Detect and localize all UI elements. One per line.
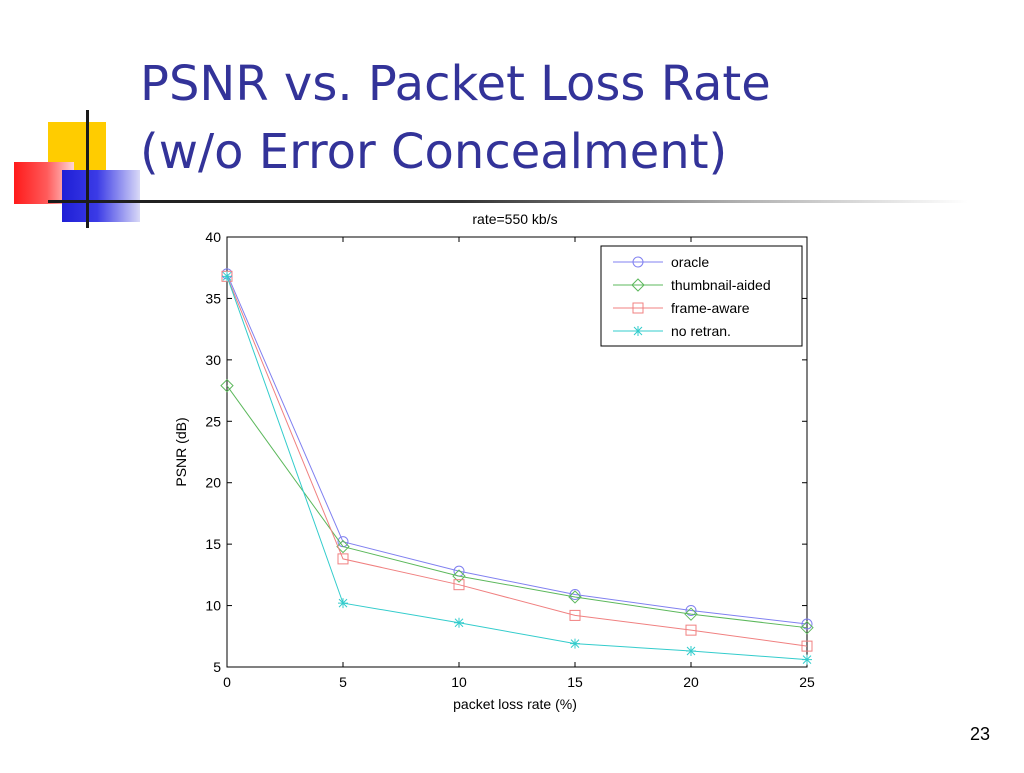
data-point	[453, 579, 465, 591]
legend-box	[600, 245, 803, 347]
decor-blue-square	[62, 170, 140, 222]
x-tick-label: 20	[683, 674, 699, 690]
legend-label: no retran.	[671, 323, 731, 339]
decor-vertical-line	[86, 110, 89, 228]
data-point	[685, 624, 697, 636]
data-point	[685, 604, 697, 616]
legend: oracle thumbnail-aided frame-aware no retra…	[600, 245, 803, 347]
series-line	[226, 273, 808, 625]
chart-title: rate=550 kb/s	[472, 211, 557, 227]
y-tick-label: 20	[205, 475, 221, 491]
decor-horizontal-rule	[48, 200, 968, 203]
series-no-retran	[222, 271, 812, 665]
data-point	[801, 640, 813, 652]
legend-marker	[632, 256, 644, 268]
page-number: 23	[969, 724, 990, 744]
data-point	[568, 590, 582, 604]
data-point	[800, 620, 814, 635]
data-point	[686, 646, 696, 657]
series-line	[226, 276, 808, 647]
x-tick-label: 0	[223, 674, 231, 690]
x-tick-label: 5	[339, 674, 347, 690]
series-layer	[220, 268, 814, 665]
slide-title-line-2: (w/o Error Concealment)	[140, 124, 728, 180]
series-thumbnail-aided	[220, 378, 814, 635]
data-point	[454, 617, 464, 628]
slide-title-line-1: PSNR vs. Packet Loss Rate	[140, 56, 771, 112]
data-point	[569, 589, 581, 601]
series-line	[226, 276, 808, 661]
data-point	[570, 638, 580, 649]
x-tick-label: 15	[567, 674, 583, 690]
y-tick-label: 35	[205, 290, 221, 306]
data-point	[222, 271, 232, 282]
data-point	[336, 539, 350, 554]
y-tick-label: 10	[205, 598, 221, 614]
legend-marker	[631, 278, 645, 292]
x-tick-label: 10	[451, 674, 467, 690]
data-point	[684, 607, 698, 621]
plot-frame	[226, 236, 808, 668]
legend-marker	[633, 326, 643, 336]
x-tick-label: 25	[799, 674, 815, 690]
y-tick-label: 25	[205, 413, 221, 429]
legend-label: thumbnail-aided	[671, 277, 771, 293]
y-tick-label: 40	[205, 229, 221, 245]
legend-label: oracle	[671, 254, 709, 270]
y-axis-label: PSNR (dB)	[173, 417, 189, 486]
data-point	[569, 609, 581, 621]
data-point	[452, 569, 466, 583]
data-point	[337, 553, 349, 565]
data-point	[801, 618, 813, 630]
slide-title: PSNR vs. Packet Loss Rate (w/o Error Con…	[140, 50, 771, 186]
legend-label: frame-aware	[671, 300, 750, 316]
data-point	[220, 378, 234, 393]
y-tick-label: 5	[213, 659, 221, 675]
data-point	[802, 654, 812, 665]
y-tick-label: 15	[205, 536, 221, 552]
x-axis-label: packet loss rate (%)	[453, 696, 577, 712]
y-tick-label: 30	[205, 352, 221, 368]
series-line	[226, 385, 808, 629]
legend-marker	[632, 302, 644, 314]
series-oracle	[221, 268, 813, 630]
series-frame-aware	[221, 270, 813, 652]
data-point	[338, 598, 348, 609]
